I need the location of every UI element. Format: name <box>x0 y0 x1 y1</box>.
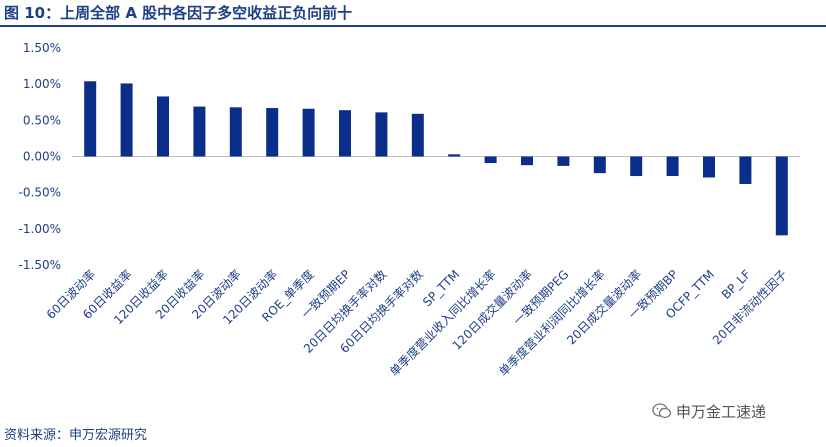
watermark-text: 申万金工速递 <box>676 402 767 421</box>
bar <box>666 156 679 177</box>
y-tick-label: -1.50% <box>19 258 61 272</box>
bar <box>775 156 788 236</box>
bar <box>448 154 461 157</box>
bar <box>593 156 606 174</box>
bar <box>157 96 169 157</box>
source-note: 资料来源：申万宏源研究 <box>4 428 148 443</box>
bar <box>739 156 752 184</box>
y-tick-label: -0.50% <box>19 186 61 200</box>
y-tick-label: -1.00% <box>19 222 61 236</box>
bar <box>120 83 133 157</box>
bar <box>630 156 643 177</box>
watermark: 申万金工速递 <box>652 400 766 422</box>
wechat-icon <box>652 403 672 419</box>
y-tick-label: 1.50% <box>23 41 61 55</box>
bar <box>375 112 388 157</box>
y-tick-label: 0.00% <box>23 150 61 164</box>
bar <box>339 110 351 157</box>
bar <box>557 156 570 166</box>
x-tick-label: BP_LF <box>719 267 754 302</box>
bar <box>229 107 242 157</box>
bar <box>521 156 533 166</box>
bar <box>302 108 315 157</box>
figure-title: 图 10：上周全部 A 股中各因子多空收益正负向前十 <box>4 4 353 22</box>
y-tick-label: 1.00% <box>23 77 61 91</box>
bar <box>193 106 206 157</box>
bar-chart: 1.50%1.00%0.50%0.00%-0.50%-1.00%-1.50%60… <box>19 41 800 379</box>
title-rule <box>0 25 826 27</box>
bar <box>703 156 715 178</box>
bar <box>84 81 97 157</box>
y-tick-label: 0.50% <box>23 113 61 127</box>
bar <box>484 156 497 164</box>
bar <box>411 113 424 157</box>
figure-header: 图 10：上周全部 A 股中各因子多空收益正负向前十 <box>0 0 826 27</box>
bar <box>266 108 279 157</box>
